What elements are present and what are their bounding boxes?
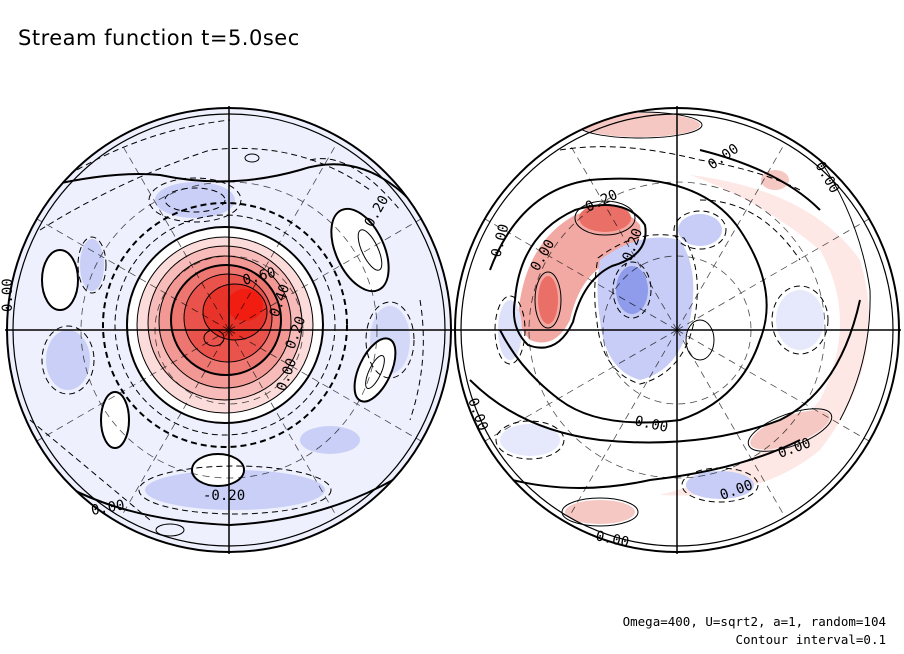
right-pos-core-1 (579, 204, 631, 232)
plot-title: Stream function t=5.0sec (18, 26, 300, 50)
left-label-6: -0.20 (203, 488, 245, 504)
parameters-note: Omega=400, U=sqrt2, a=1, random=104 (622, 614, 886, 629)
right-neg-core (616, 266, 648, 314)
left-label-8: 0.00 (0, 278, 16, 312)
left-hemisphere: 0.60 0.40 0.20 0.00 0.20 -0.20 0.00 0.00 (0, 106, 453, 554)
right-neg-bottom (686, 471, 754, 499)
left-neg-blob-top (155, 182, 235, 218)
left-neg-blob-left (46, 330, 90, 390)
left-zero-contour (126, 226, 324, 424)
left-zero-zone-2 (354, 338, 396, 402)
right-pos-lowright (750, 410, 830, 450)
left-neg-blob-bottom (145, 470, 325, 510)
right-pos-core-2 (538, 276, 558, 324)
contour-interval-note: Contour interval=0.1 (735, 632, 886, 647)
left-zero-zone-1 (331, 208, 389, 292)
right-pos-bottom (565, 500, 635, 524)
left-zero-zone-3 (42, 250, 78, 310)
left-zero-zone-4 (101, 392, 129, 448)
left-label-7: 0.00 (90, 497, 126, 519)
right-hemisphere: 0.00 0.00 0.20 0.00 0.00 -0.20 0.00 0.00… (453, 106, 901, 554)
left-vortex-peak (227, 289, 263, 321)
right-neg-right (776, 290, 824, 350)
right-neg-top (678, 214, 722, 246)
left-neg-blob-left2 (80, 239, 104, 291)
right-neg-lowleft (500, 424, 560, 456)
right-label-10: 0.00 (594, 528, 630, 551)
left-neg-blob-lowright (300, 426, 360, 454)
right-label-7: 0.00 (633, 413, 669, 436)
